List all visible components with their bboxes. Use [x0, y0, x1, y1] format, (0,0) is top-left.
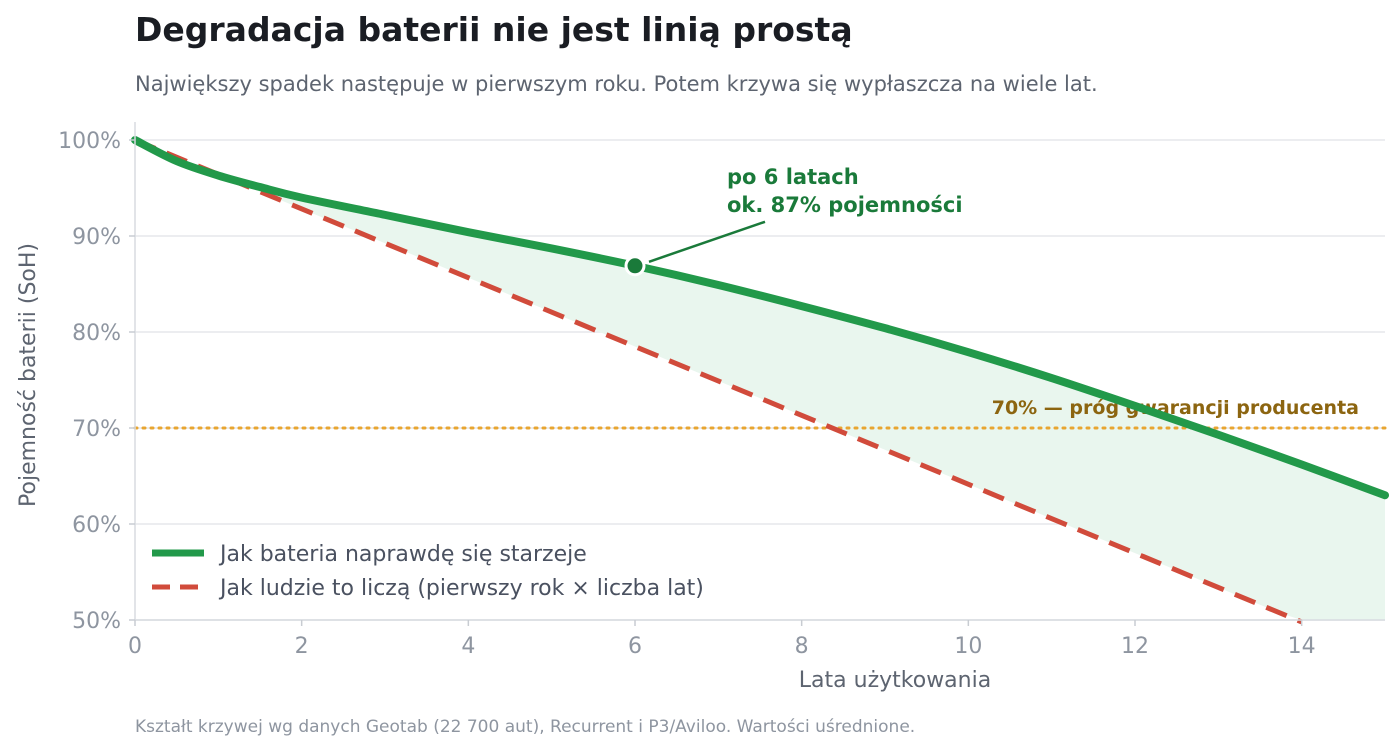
y-tick-label: 70%	[72, 417, 121, 442]
axes	[134, 122, 1385, 621]
x-tick-label: 0	[128, 634, 142, 659]
legend-label-real: Jak bateria naprawdę się starzeje	[218, 542, 587, 567]
y-tick-label: 60%	[72, 513, 121, 538]
y-axis-title: Pojemność baterii (SoH)	[16, 243, 41, 507]
tick-labels: 50% 60% 70% 80% 90% 100% 0 2 4 6 8 10 12 14	[58, 129, 1316, 659]
x-tick-label: 8	[795, 634, 809, 659]
chart-title: Degradacja baterii nie jest linią prostą	[135, 10, 853, 49]
x-tick-label: 14	[1288, 634, 1316, 659]
x-tick-label: 12	[1121, 634, 1149, 659]
series-naive-line	[134, 137, 1303, 625]
y-tick-label: 100%	[58, 129, 121, 154]
series-real-line	[131, 136, 1389, 500]
chart-subtitle: Największy spadek następuje w pierwszym …	[135, 72, 1098, 96]
annotation-point	[624, 255, 646, 277]
source-note: Kształt krzywej wg danych Geotab (22 700…	[135, 717, 916, 737]
legend-label-naive: Jak ludzie to liczą (pierwszy rok × licz…	[218, 576, 704, 601]
x-tick-label: 10	[954, 634, 982, 659]
annotation-leader-line	[648, 220, 766, 263]
annotation-text-line-2: ok. 87% pojemności	[727, 193, 963, 217]
x-tick-label: 6	[628, 634, 642, 659]
x-tick-label: 2	[295, 634, 309, 659]
warranty-threshold-label: 70% — próg gwarancji producenta	[992, 397, 1359, 419]
y-tick-label: 90%	[72, 225, 121, 250]
x-tick-label: 4	[461, 634, 475, 659]
gap-fill-area	[135, 140, 1385, 620]
y-tick-label: 50%	[72, 609, 121, 634]
y-tick-label: 80%	[72, 321, 121, 346]
legend: Jak bateria naprawdę się starzeje Jak lu…	[152, 542, 704, 601]
annotation-text-line-1: po 6 latach	[727, 165, 859, 189]
x-axis-title: Lata użytkowania	[799, 668, 991, 693]
